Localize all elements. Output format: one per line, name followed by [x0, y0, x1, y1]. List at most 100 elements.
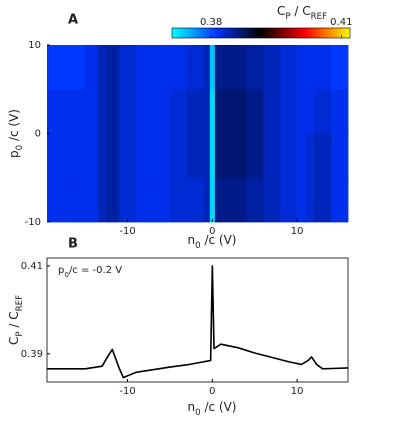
heatmap-cell: [209, 89, 216, 134]
heatmap-cell: [169, 177, 188, 223]
heatmap-cell: [214, 133, 230, 179]
heatmap-cell: [203, 177, 211, 223]
colorbar: [171, 27, 351, 39]
heatmap-cell: [169, 89, 188, 134]
y-tick-label: 0.41: [21, 261, 43, 272]
colorbar-tick-label: 0.41: [330, 17, 352, 28]
heatmap-cell: [305, 177, 315, 223]
heatmap-cell: [263, 133, 281, 179]
heatmap-cell: [85, 89, 99, 134]
y-axis-label-part: REF: [15, 295, 25, 311]
x-axis-label-part: 0: [195, 408, 201, 418]
heatmap-cell: [97, 45, 107, 90]
annotation: p0/c = -0.2 V: [58, 265, 122, 279]
x-tick-label: 10: [291, 226, 304, 237]
heatmap-cell: [331, 177, 349, 223]
heatmap-cell: [136, 45, 154, 90]
heatmap-cell: [85, 133, 99, 179]
heatmap-cell: [85, 45, 99, 90]
heatmap-cell: [209, 133, 216, 179]
heatmap-cell: [314, 45, 332, 90]
annotation-part: /c = -0.2 V: [69, 265, 122, 276]
heatmap-cell: [305, 133, 315, 179]
colorbar-label-part: C: [277, 4, 285, 18]
heatmap-cell: [203, 89, 211, 134]
panel-label: B: [68, 237, 78, 252]
heatmap-cell: [152, 133, 171, 179]
heatmap-cell: [229, 177, 247, 223]
heatmap-cell: [229, 45, 247, 90]
heatmap-cell: [106, 89, 120, 134]
heatmap-cell: [331, 45, 349, 90]
heatmap-cell: [169, 45, 188, 90]
heatmap-cell: [97, 133, 107, 179]
panel-label: A: [68, 13, 78, 28]
heatmap-cell: [136, 133, 154, 179]
x-axis-label-part: /c (V): [201, 233, 237, 247]
heatmap-cell: [119, 45, 137, 90]
heatmap-cell: [229, 89, 247, 134]
heatmap-cell: [246, 45, 264, 90]
heatmap-cell: [97, 177, 107, 223]
x-tick-label: 0: [209, 226, 215, 237]
y-axis-label-part: /c (V): [7, 109, 21, 145]
heatmap-cell: [85, 177, 99, 223]
heatmap-cell: [331, 133, 349, 179]
x-tick-label: -10: [119, 386, 135, 397]
y-tick-label: 0: [35, 129, 41, 140]
x-axis-label: n0 /c (V): [188, 400, 237, 418]
y-axis-label-part: p: [7, 150, 21, 158]
y-axis-label: CP / CREF: [7, 295, 25, 345]
heatmap-cell: [297, 89, 307, 134]
heatmap-cell: [186, 89, 205, 134]
heatmap-cell: [280, 133, 298, 179]
heatmap-cell: [152, 45, 171, 90]
heatmap-cell: [119, 177, 137, 223]
heatmap-cell: [47, 133, 69, 179]
heatmap-cell: [263, 177, 281, 223]
colorbar-label-part: REF: [311, 12, 327, 22]
colorbar-label-part: P: [285, 12, 290, 22]
heatmap-cell: [152, 177, 171, 223]
heatmap-cell: [119, 133, 137, 179]
y-axis-label-part: / C: [7, 311, 21, 331]
heatmap-cell: [280, 89, 298, 134]
y-axis-label: p0 /c (V): [7, 109, 25, 158]
heatmap-cell: [186, 45, 205, 90]
heatmap-cell: [119, 89, 137, 134]
heatmap-cell: [106, 177, 120, 223]
heatmap-cell: [263, 45, 281, 90]
annotation-part: p: [58, 265, 64, 276]
x-axis-label-part: n: [188, 233, 196, 247]
heatmap-cell: [68, 177, 86, 223]
y-tick-label: 0.39: [21, 349, 43, 360]
x-tick-label: -10: [119, 226, 135, 237]
heatmap-cell: [136, 177, 154, 223]
heatmap-cell: [152, 89, 171, 134]
heatmap-cell: [68, 45, 86, 90]
heatmap-cell: [68, 89, 86, 134]
data-line: [47, 265, 349, 379]
heatmap-cell: [305, 89, 315, 134]
y-tick-label: -10: [25, 217, 41, 228]
heatmap-cell: [263, 89, 281, 134]
heatmap-cell: [280, 177, 298, 223]
heatmap-cell: [169, 133, 188, 179]
heatmap-cell: [214, 89, 230, 134]
heatmap-cell: [47, 45, 69, 90]
heatmap-cell: [314, 177, 332, 223]
heatmap-cell: [97, 89, 107, 134]
y-axis-label-part: P: [15, 331, 25, 336]
colorbar-label: CP / CREF: [277, 4, 327, 22]
x-axis-label-part: n: [188, 400, 196, 414]
heatmap-cell: [203, 45, 211, 90]
colorbar-label-part: / C: [291, 4, 311, 18]
heatmap-cell: [246, 89, 264, 134]
heatmap-cell: [280, 45, 298, 90]
heatmap-cell: [186, 133, 205, 179]
x-axis-label-part: /c (V): [201, 400, 237, 414]
heatmap-cell: [68, 133, 86, 179]
y-tick-label: 10: [28, 40, 41, 51]
x-tick-label: 10: [291, 386, 304, 397]
